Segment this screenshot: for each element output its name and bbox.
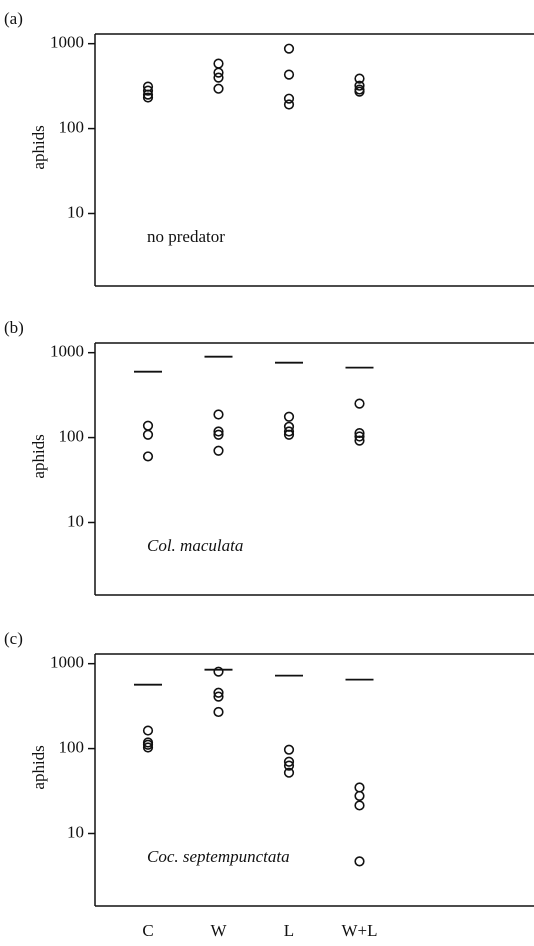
annotation: Col. maculata [147,536,243,555]
data-point [142,89,154,100]
y-tick-label: 1000 [50,653,84,672]
data-point [354,431,365,442]
data-point [213,58,224,69]
data-point [213,426,224,437]
data-point [142,429,154,440]
y-axis-label: aphids [29,125,48,169]
annotation: no predator [147,227,225,246]
y-tick-label: 1000 [50,33,84,52]
y-tick-label: 10 [67,202,84,221]
data-point [283,760,295,771]
data-point [354,790,365,802]
data-point [142,739,154,750]
y-tick-label: 100 [59,737,85,756]
data-point [283,99,295,110]
data-point [142,725,154,736]
panel-label: (b) [4,318,24,337]
data-point [283,767,295,778]
data-point [283,429,295,440]
data-point [283,411,295,422]
data-point [354,398,365,409]
data-point [283,93,295,104]
data-point [283,756,295,767]
data-point [213,429,224,440]
y-tick-label: 100 [59,117,85,136]
data-point [354,427,365,439]
data-point [142,420,154,431]
y-axis-label: aphids [29,745,48,789]
data-point [354,856,365,867]
data-point [213,409,224,420]
data-point [354,435,365,446]
data-point [213,83,224,94]
data-point [142,92,154,103]
y-tick-label: 10 [67,511,84,530]
data-point [213,691,224,702]
data-point [213,706,224,718]
data-point [213,445,224,456]
data-point [354,800,365,811]
data-point [142,742,154,753]
y-tick-label: 100 [59,426,85,445]
data-point [354,782,365,793]
data-point [354,86,365,97]
data-point [213,666,224,677]
y-tick-label: 10 [67,822,84,841]
data-point [213,687,224,698]
y-axis-label: aphids [29,434,48,478]
data-point [283,744,295,755]
data-point [213,72,224,83]
panel-label: (c) [4,629,23,648]
data-point [283,43,295,54]
data-point [142,451,154,462]
x-tick-label: L [284,921,294,940]
annotation: Coc. septempunctata [147,847,290,866]
x-tick-label: W+L [341,921,377,940]
x-tick-label: W [210,921,227,940]
data-point [354,73,365,84]
data-point [213,67,224,78]
data-point [142,85,154,96]
panel-label: (a) [4,9,23,28]
data-point [283,69,295,80]
x-tick-label: C [142,921,153,940]
y-tick-label: 1000 [50,342,84,361]
data-point [283,426,295,437]
data-point [354,80,365,91]
